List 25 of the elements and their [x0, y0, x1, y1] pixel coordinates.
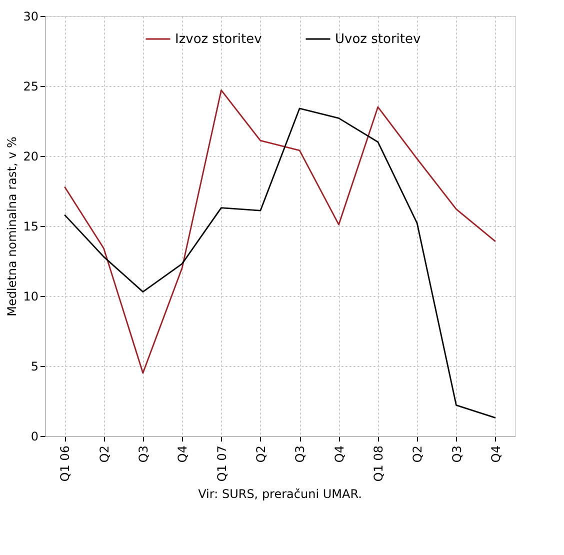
x-tick-label: Q4 [488, 446, 503, 463]
y-tick-label: 25 [23, 80, 38, 94]
x-tick-label: Q4 [176, 446, 190, 463]
x-tick-label: Q4 [332, 446, 346, 463]
x-tick-label: Q2 [254, 446, 268, 463]
line-series [64, 90, 496, 374]
x-tick-label: Q3 [450, 446, 464, 463]
y-tick-label: 30 [23, 10, 38, 24]
x-tick-label: Q1 07 [214, 446, 229, 482]
x-tick-label: Q1 08 [371, 446, 386, 482]
x-tick-label: Q2 [97, 446, 112, 463]
y-tick-label: 5 [30, 360, 38, 374]
x-tick-label: Q3 [136, 446, 150, 463]
x-tick-label: Q1 06 [58, 446, 72, 482]
y-tick-label: 0 [30, 430, 38, 444]
y-tick-label: 15 [23, 220, 38, 234]
y-tick-label: 20 [23, 150, 38, 164]
legend-label: Uvoz storitev [335, 32, 421, 47]
y-tick-label: 10 [23, 290, 38, 304]
x-tick-label: Q2 [410, 446, 425, 463]
legend-label: Izvoz storitev [175, 32, 262, 47]
text: Vir: SURS, preračuni UMAR. [198, 487, 362, 502]
x-tick-label: Q3 [293, 446, 308, 463]
line-series [64, 108, 496, 418]
y-axis-title: Medletna nominalna rast, v % [5, 136, 20, 316]
